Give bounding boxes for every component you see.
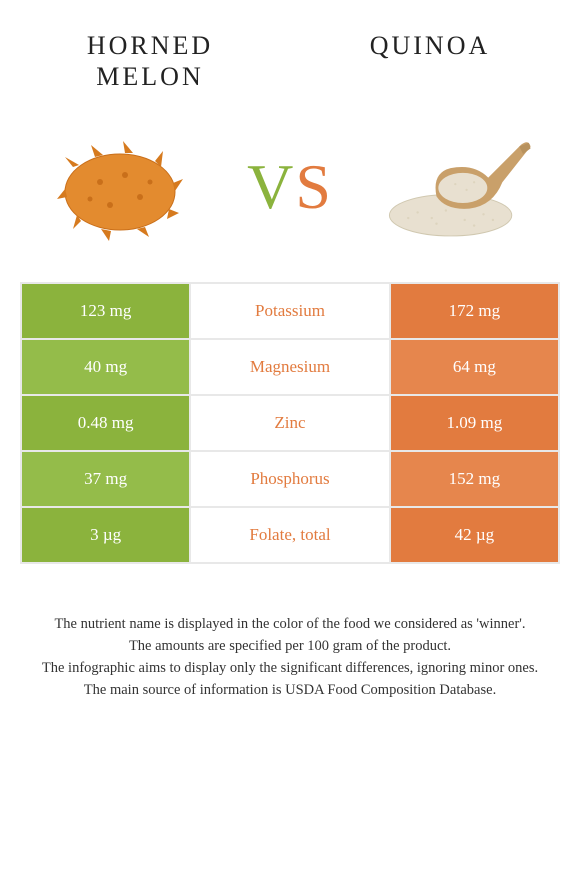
nutrient-left-value: 40 mg bbox=[21, 339, 190, 395]
footer-line: The main source of information is USDA F… bbox=[20, 680, 560, 702]
nutrient-label: Zinc bbox=[190, 395, 389, 451]
vs-v: V bbox=[247, 151, 295, 222]
nutrient-right-value: 64 mg bbox=[390, 339, 559, 395]
table-row: 3 µgFolate, total42 µg bbox=[21, 507, 559, 563]
nutrient-right-value: 172 mg bbox=[390, 283, 559, 339]
footer-line: The amounts are specified per 100 gram o… bbox=[20, 636, 560, 658]
footer-notes: The nutrient name is displayed in the co… bbox=[0, 564, 580, 701]
table-row: 0.48 mgZinc1.09 mg bbox=[21, 395, 559, 451]
food-left-title: Horned melon bbox=[50, 30, 250, 92]
table-row: 123 mgPotassium172 mg bbox=[21, 283, 559, 339]
horned-melon-image bbox=[40, 122, 200, 252]
vs-s: S bbox=[295, 151, 333, 222]
quinoa-image bbox=[380, 122, 540, 252]
nutrient-left-value: 0.48 mg bbox=[21, 395, 190, 451]
table-row: 40 mgMagnesium64 mg bbox=[21, 339, 559, 395]
nutrient-left-value: 123 mg bbox=[21, 283, 190, 339]
nutrient-left-value: 37 mg bbox=[21, 451, 190, 507]
footer-line: The infographic aims to display only the… bbox=[20, 658, 560, 680]
nutrient-label: Folate, total bbox=[190, 507, 389, 563]
vs-label: VS bbox=[247, 150, 333, 224]
nutrient-right-value: 152 mg bbox=[390, 451, 559, 507]
food-right-title: Quinoa bbox=[330, 30, 530, 92]
nutrient-label: Phosphorus bbox=[190, 451, 389, 507]
nutrient-label: Potassium bbox=[190, 283, 389, 339]
table-row: 37 mgPhosphorus152 mg bbox=[21, 451, 559, 507]
nutrient-left-value: 3 µg bbox=[21, 507, 190, 563]
footer-line: The nutrient name is displayed in the co… bbox=[20, 614, 560, 636]
nutrient-label: Magnesium bbox=[190, 339, 389, 395]
nutrient-right-value: 1.09 mg bbox=[390, 395, 559, 451]
nutrient-right-value: 42 µg bbox=[390, 507, 559, 563]
nutrient-table: 123 mgPotassium172 mg40 mgMagnesium64 mg… bbox=[20, 282, 560, 564]
